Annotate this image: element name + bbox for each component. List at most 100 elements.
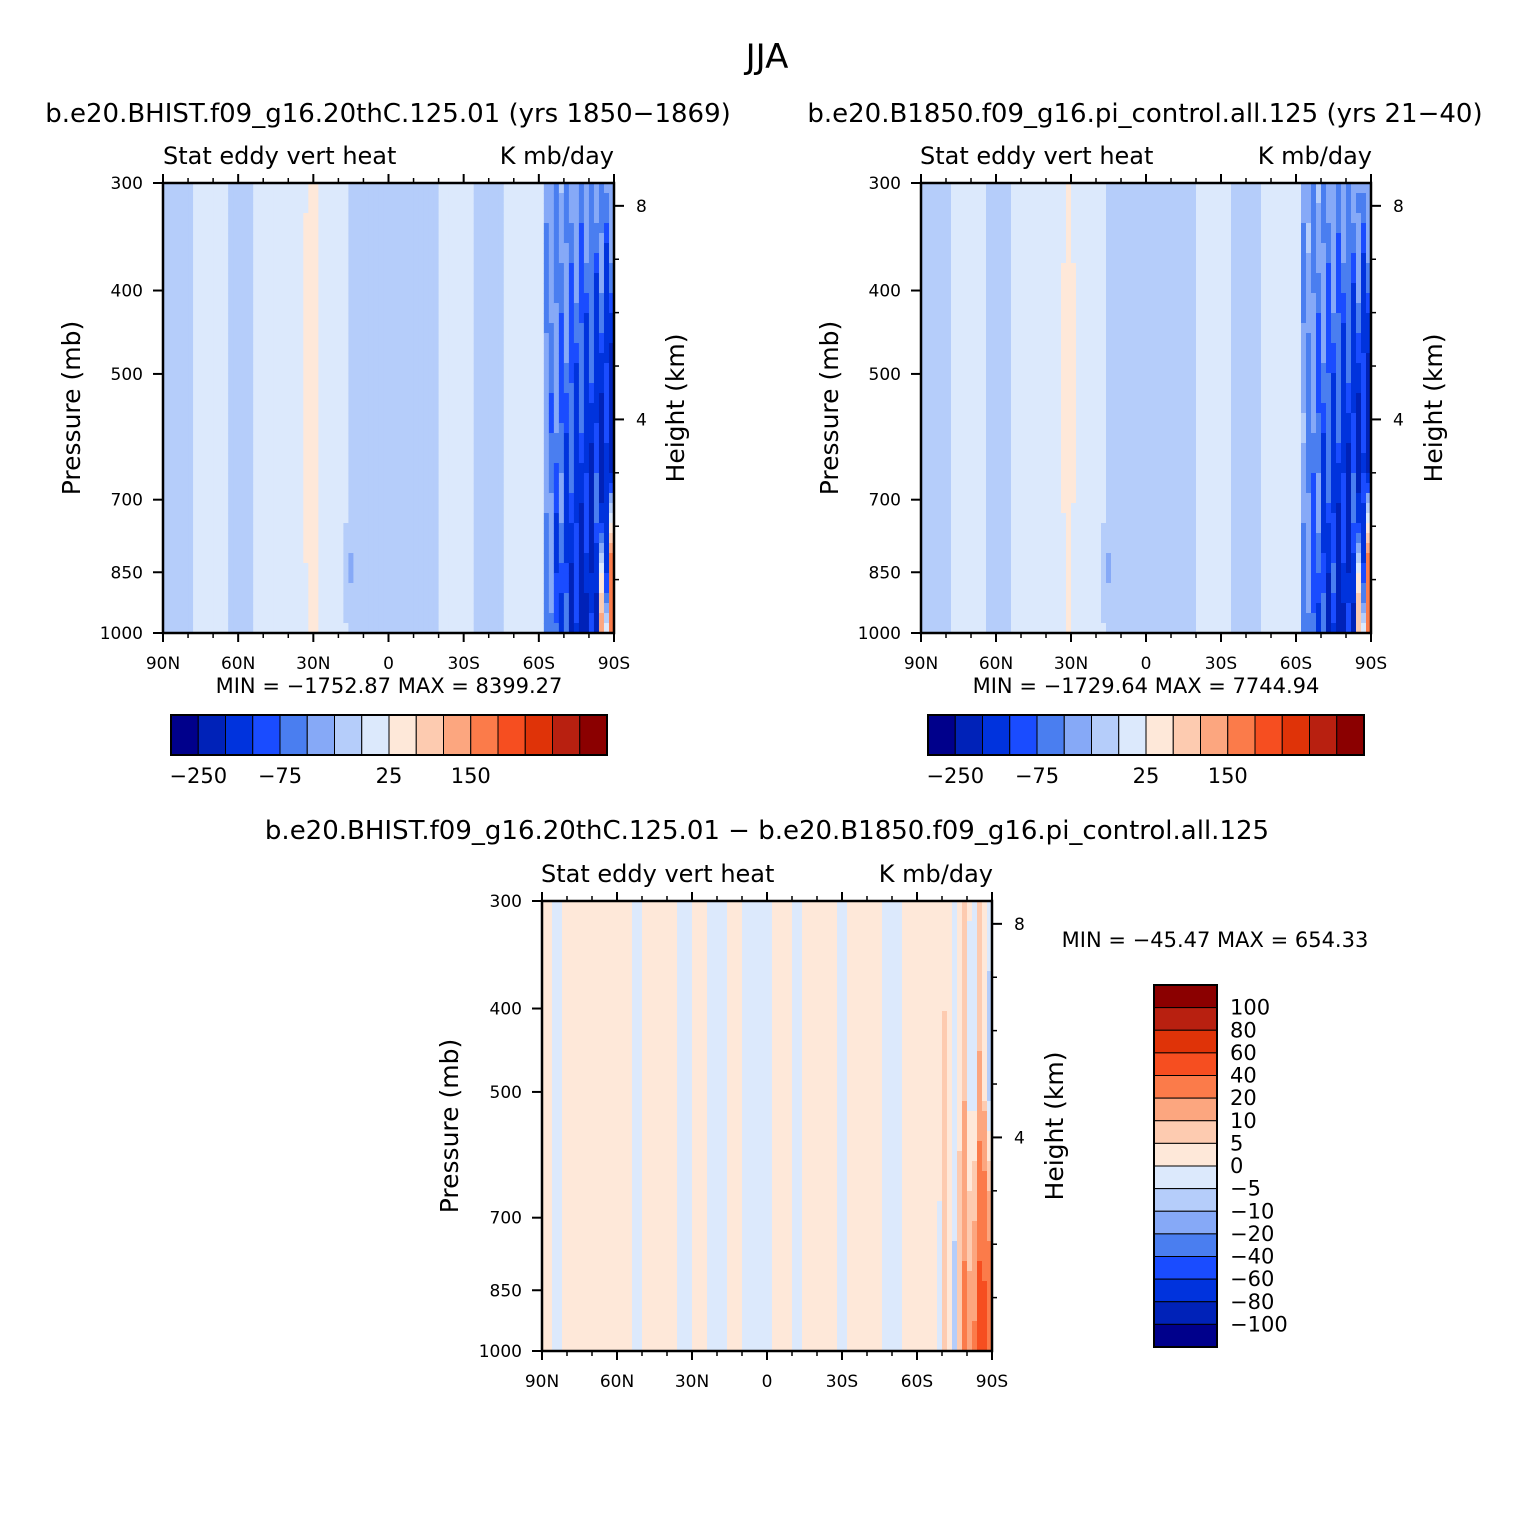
field-cell [383,493,390,504]
field-cell [333,313,339,324]
field-cell [448,563,455,574]
field-cell [363,613,370,624]
field-cell [498,183,505,194]
field-cell [183,593,189,604]
field-cell [976,363,982,374]
field-cell [388,253,395,264]
field-cell [333,433,339,444]
y-tick-label: 500 [111,365,143,385]
field-cell [318,463,324,474]
y-tick-label: 300 [111,174,143,194]
field-cell [248,233,254,244]
field-cell [936,363,942,374]
field-cell [433,293,440,304]
field-cell [293,343,299,354]
field-cell [986,583,992,594]
field-cell [388,393,395,404]
field-cell [483,453,490,464]
field-cell [921,233,927,244]
field-cell [228,493,234,504]
field-cell [328,533,334,544]
field-cell [363,573,370,584]
field-cell [358,263,365,274]
field-cell [398,453,405,464]
field-cell [263,573,269,584]
field-cell [926,283,932,294]
field-cell [403,503,410,514]
field-cell [378,593,385,604]
field-cell [991,353,997,364]
field-cell [233,263,239,274]
field-cell [523,493,530,504]
field-cell [553,623,560,634]
field-cell [1006,493,1012,504]
field-cell [931,273,937,284]
field-cell [368,183,375,194]
field-cell [343,183,350,194]
field-cell [173,433,179,444]
field-cell [488,623,495,634]
field-cell [358,453,365,464]
field-cell [368,523,375,534]
field-cell [273,543,279,554]
field-cell [468,423,475,434]
field-cell [253,293,259,304]
field-cell [996,233,1002,244]
field-cell [986,533,992,544]
field-cell [238,313,244,324]
field-cell [488,503,495,514]
field-cell [976,393,982,404]
field-cell [941,353,947,364]
field-cell [258,583,264,594]
field-cell [338,593,344,604]
field-cell [1011,393,1017,404]
field-cell [433,413,440,424]
field-cell [403,543,410,554]
field-cell [183,403,189,414]
field-cell [488,193,495,204]
field-cell [408,253,415,264]
field-cell [243,543,249,554]
field-cell [248,193,254,204]
field-cell [293,193,299,204]
field-cell [1011,233,1017,244]
field-cell [193,463,199,474]
field-cell [428,533,435,544]
field-cell [498,483,505,494]
field-cell [283,583,289,594]
field-cell [303,283,309,294]
field-cell [413,313,420,324]
field-cell [348,223,355,234]
field-cell [931,443,937,454]
field-cell [253,613,259,624]
field-cell [603,243,610,254]
field-cell [348,203,355,214]
field-cell [323,273,329,284]
panel-a-minmax: MIN = −1752.87 MAX = 8399.27 [216,674,563,698]
field-cell [503,223,510,234]
field-cell [518,453,525,464]
field-cell [403,343,410,354]
field-cell [438,563,445,574]
field-cell [293,593,299,604]
field-cell [921,433,927,444]
field-cell [553,333,560,344]
field-cell [493,243,500,254]
field-cell [348,573,355,584]
field-cell [996,403,1002,414]
field-cell [313,353,319,364]
field-cell [483,583,490,594]
field-cell [243,413,249,424]
field-cell [398,363,405,374]
field-cell [458,423,465,434]
field-cell [283,493,289,504]
field-cell [373,273,380,284]
field-cell [986,213,992,224]
field-cell [926,313,932,324]
field-cell [388,283,395,294]
field-cell [578,573,585,584]
field-cell [1001,313,1007,324]
field-cell [488,553,495,564]
field-cell [558,203,565,214]
field-cell [946,483,952,494]
